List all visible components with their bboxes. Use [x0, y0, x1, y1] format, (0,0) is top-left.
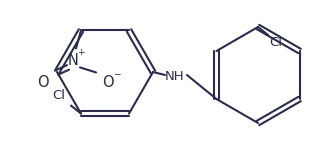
- Text: O: O: [102, 75, 114, 90]
- Text: Cl: Cl: [52, 89, 66, 102]
- Text: +: +: [77, 48, 85, 57]
- Text: N: N: [68, 53, 78, 68]
- Text: NH: NH: [165, 70, 185, 84]
- Text: −: −: [113, 69, 121, 78]
- Text: Cl: Cl: [269, 36, 283, 49]
- Text: O: O: [37, 75, 49, 90]
